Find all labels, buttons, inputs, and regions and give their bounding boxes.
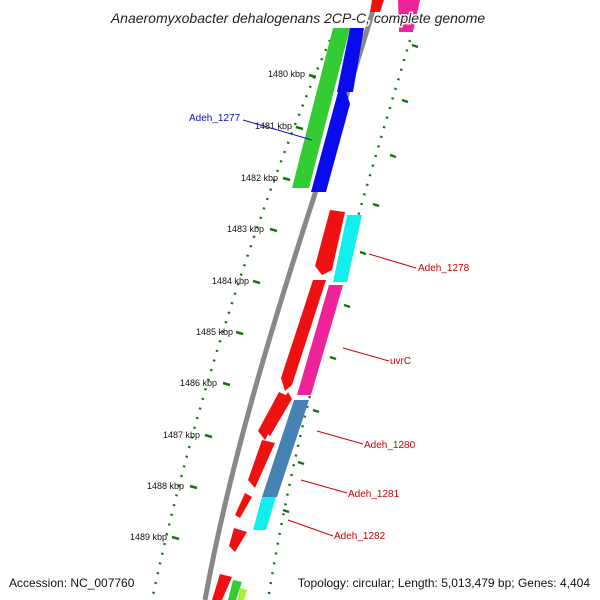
feature-green-bar[interactable] [292,28,350,188]
feature-red-3b[interactable] [258,392,290,440]
tick-label-1486: 1486 kbp [180,378,217,388]
tick-label-1489: 1489 kbp [130,532,167,542]
tick-mark [359,250,367,256]
outer-dotted-ring [150,39,332,600]
gene-label-uvrc[interactable]: uvrC [390,356,411,367]
feature-red-6[interactable] [229,528,247,552]
feature-red-4[interactable] [248,440,275,488]
gene-label-adeh-1280[interactable]: Adeh_1280 [364,440,416,451]
feature-bottom-green[interactable] [228,580,242,600]
leader-adeh-1282 [287,519,334,537]
tick-label-1488: 1488 kbp [147,481,184,491]
outer-ticks [171,73,317,541]
tick-mark [204,433,213,439]
feature-blue-2[interactable] [311,88,350,192]
feature-top-magenta-1[interactable] [398,0,420,32]
feature-magenta-2[interactable] [297,285,343,395]
tick-label-1484: 1484 kbp [212,276,249,286]
tick-mark [401,98,409,104]
tick-label-1481: 1481 kbp [255,121,292,131]
gene-label-adeh-1281[interactable]: Adeh_1281 [348,489,400,500]
tick-labels: 1480 kbp 1481 kbp 1482 kbp 1483 kbp 1484… [130,69,305,542]
feature-red-5[interactable] [235,493,252,518]
inner-ticks [282,43,419,514]
tick-mark [282,176,291,182]
leader-adeh-1277 [242,119,313,141]
tick-mark [171,535,180,541]
feature-cyan-2[interactable] [253,497,276,530]
tick-mark [389,153,397,159]
feature-red-1[interactable] [315,210,345,275]
tick-mark [295,125,304,131]
gene-label-adeh-1278[interactable]: Adeh_1278 [418,263,470,274]
feature-cyan-1[interactable] [333,215,362,282]
tick-mark [372,202,380,208]
tick-label-1485: 1485 kbp [196,327,233,337]
tick-mark [282,508,290,514]
tick-mark [312,408,320,414]
tick-mark [343,303,351,309]
gene-label-adeh-1277[interactable]: Adeh_1277 [189,113,241,124]
feature-steelblue[interactable] [262,400,309,497]
tick-label-1487: 1487 kbp [163,430,200,440]
leader-adeh-1278 [368,253,417,269]
tick-mark [222,381,231,387]
gene-labels: Adeh_1277 Adeh_1278 uvrC Adeh_1280 Adeh_… [189,113,470,542]
feature-bottom-red[interactable] [212,574,232,600]
leader-adeh-1280 [316,430,364,445]
leader-uvrc [342,347,390,362]
tick-mark [308,73,317,79]
tick-mark [269,227,278,233]
tick-mark [329,355,337,361]
tick-label-1482: 1482 kbp [241,173,278,183]
feature-red-2[interactable] [281,280,326,391]
gene-label-adeh-1282[interactable]: Adeh_1282 [334,531,386,542]
leader-adeh-1281 [300,479,348,494]
map-title: Anaeromyxobacter dehalogenans 2CP-C, com… [110,10,486,26]
tick-label-1483: 1483 kbp [227,224,264,234]
tick-mark [235,330,244,336]
feature-bottom-yellowgreen[interactable] [238,588,247,600]
tick-mark [411,43,419,49]
tick-mark [252,279,261,285]
feature-top-red-1[interactable] [370,0,384,12]
tick-mark [189,484,198,490]
gene-leader-lines [242,119,417,537]
accession-text: Accession: NC_007760 [9,576,135,590]
tick-label-1480: 1480 kbp [268,69,305,79]
forward-strand-features [212,0,420,600]
genome-summary-text: Topology: circular; Length: 5,013,479 bp… [298,576,591,590]
tick-mark [297,460,305,466]
feature-blue-1[interactable] [337,28,364,92]
